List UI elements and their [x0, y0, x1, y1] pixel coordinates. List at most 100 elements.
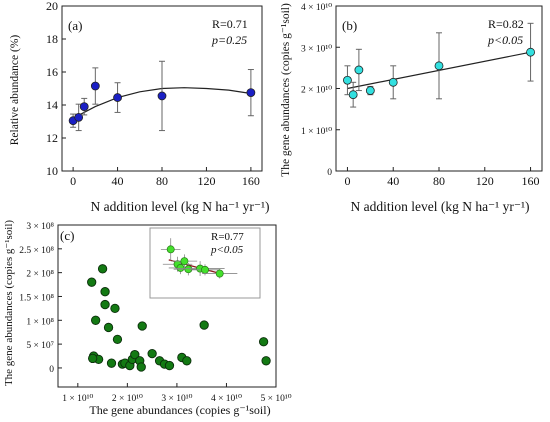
panel-c-inset: R=0.77 p<0.05: [149, 227, 261, 299]
panel-c-data-point: [106, 358, 117, 368]
panel-c-y-tick-label: 2 × 10⁸: [26, 270, 54, 280]
panel-a-x-tick-label: 40: [112, 174, 124, 188]
panel-a-label: (a): [68, 18, 82, 33]
panel-c-data-point: [88, 353, 98, 364]
panel-c-points: [87, 264, 271, 372]
inset-data-point: [176, 264, 185, 272]
panel-b-x-tick-label: 80: [433, 174, 445, 188]
panel-c-y-tick-label: 0: [49, 365, 54, 375]
panel-a-x-tick-label: 120: [197, 174, 215, 188]
panel-c-y-tick-label: 2.5 × 10⁸: [19, 246, 54, 256]
panel-b-r-value: R=0.82: [488, 17, 524, 31]
panel-c-data-point: [112, 334, 123, 345]
panel-b-x-label: N addition level (kg N ha⁻¹ yr⁻¹): [350, 199, 529, 214]
panel-c-chart: (c) 0 5 × 10⁷ 1 × 10⁸ 1.5 × 10⁸ 2 × 10⁸ 2.5 ×…: [3, 220, 292, 417]
panel-c-y-tick-label: 1.5 × 10⁸: [19, 293, 54, 303]
panel-b-p-value: p<0.05: [487, 33, 523, 47]
panel-a-points: [68, 60, 256, 132]
panel-a-y-tick-label: 18: [46, 32, 58, 46]
panel-a-data-point: [246, 88, 256, 98]
panel-c-data-point: [103, 322, 114, 333]
panel-b-y-tick-label: 1 × 10¹⁰: [301, 127, 332, 137]
panel-c-data-point: [87, 277, 97, 287]
panel-b-data-point: [354, 65, 364, 75]
panel-a-p-value: p=0.25: [211, 33, 247, 47]
inset-data-point: [215, 269, 224, 278]
panel-a-y-axis: 10 12 14 16 18 20: [46, 0, 66, 178]
panel-b-x-tick-label: 0: [344, 174, 350, 188]
panel-c-y-tick-label: 1 × 10⁸: [26, 317, 54, 327]
panel-c-data-point: [136, 362, 146, 372]
panel-c-data-point: [261, 356, 271, 366]
panel-b-y-axis: 0 1 × 10¹⁰ 2 × 10¹⁰ 3 × 10¹⁰ 4 × 10¹⁰: [301, 3, 340, 178]
inset-data-point: [180, 257, 189, 266]
panel-b-data-point: [343, 75, 352, 85]
panel-b-x-tick-label: 40: [387, 174, 399, 188]
panel-b-data-point: [526, 47, 535, 57]
panel-b-data-point: [365, 86, 375, 95]
panel-b-label: (b): [342, 18, 357, 33]
panel-b-chart: (b) R=0.82 p<0.05 0 1 × 10¹⁰ 2 × 10¹⁰ 3 × 1…: [280, 3, 543, 214]
panel-c-data-point: [91, 315, 101, 325]
inset-data-point: [166, 245, 175, 254]
panel-c-x-label: The gene abundances (copies g⁻¹soil): [89, 403, 270, 417]
panel-c-y-tick-label: 3 × 10⁸: [26, 222, 54, 232]
panel-c-data-point: [182, 356, 192, 366]
panel-a-data-point: [74, 112, 84, 122]
inset-frame: [149, 227, 261, 299]
panel-a-data-point: [157, 91, 167, 101]
panel-c-data-point: [97, 264, 108, 274]
panel-c-x-tick-label: 1 × 10¹⁰: [62, 394, 93, 404]
inset-data-point: [184, 265, 193, 274]
panel-c-x-axis: 1 × 10¹⁰ 2 × 10¹⁰ 3 × 10¹⁰ 4 × 10¹⁰ 5 × 10¹⁰: [62, 383, 292, 404]
panel-c-plot-frame: [57, 224, 277, 388]
panel-a-x-tick-label: 80: [156, 174, 168, 188]
panel-c-x-tick-label: 3 × 10¹⁰: [161, 394, 192, 404]
panel-c-x-tick-label: 2 × 10¹⁰: [112, 394, 143, 404]
panel-b-y-tick-label: 0: [327, 168, 332, 178]
panel-a-y-tick-label: 14: [46, 98, 58, 112]
panel-a-y-tick-label: 20: [46, 0, 58, 13]
inset-p-value: p<0.05: [210, 244, 244, 256]
panel-c-x-tick-label: 4 × 10¹⁰: [211, 394, 242, 404]
panel-c-data-point: [100, 299, 110, 310]
panel-c-data-point: [258, 337, 269, 347]
panel-a-y-tick-label: 10: [46, 164, 58, 178]
panel-c-data-point: [137, 321, 147, 331]
inset-data-point: [201, 265, 209, 274]
panel-a-x-axis: 0 40 80 120 160: [70, 167, 260, 188]
panel-a-data-point: [113, 93, 122, 102]
panel-a-r-value: R=0.71: [212, 17, 248, 31]
panel-b-x-tick-label: 160: [522, 174, 540, 188]
panel-b-y-tick-label: 2 × 10¹⁰: [301, 86, 332, 96]
inset-r-value: R=0.77: [211, 231, 244, 243]
panel-c-data-point: [100, 287, 110, 297]
panel-a-y-label: Relative abundance (%): [9, 35, 21, 146]
panel-b-x-axis: 0 40 80 120 160: [344, 167, 540, 188]
panel-a-x-tick-label: 160: [242, 174, 260, 188]
panel-a-data-point: [90, 81, 100, 91]
panel-c-label: (c): [60, 228, 74, 243]
panel-a-data-point: [79, 102, 89, 112]
panel-b-y-label: The gene abundances (copies g⁻¹soil): [280, 3, 292, 177]
panel-c-y-label: The gene abundances (copies g⁻¹soil): [3, 220, 15, 386]
panel-b-data-point: [434, 61, 444, 71]
panel-c-data-point: [147, 348, 157, 359]
panel-c-y-axis: 0 5 × 10⁷ 1 × 10⁸ 1.5 × 10⁸ 2 × 10⁸ 2.5 × 10⁸…: [19, 222, 62, 375]
panel-c-y-tick-label: 5 × 10⁷: [26, 341, 54, 351]
panel-b-points: [343, 22, 535, 108]
panel-b-data-point: [388, 77, 398, 87]
panel-c-data-point: [199, 320, 209, 330]
inset-points: [160, 238, 238, 279]
panel-c-data-point: [130, 349, 140, 360]
panel-b-data-point: [348, 90, 358, 100]
panel-b-y-tick-label: 4 × 10¹⁰: [301, 3, 332, 13]
panel-a-y-tick-label: 16: [46, 65, 58, 79]
panel-b-y-tick-label: 3 × 10¹⁰: [301, 44, 332, 54]
panel-c-data-point: [110, 303, 120, 314]
panel-a-y-tick-label: 12: [46, 131, 58, 145]
panel-c-x-tick-label: 5 × 10¹⁰: [260, 394, 291, 404]
panel-a-x-label: N addition level (kg N ha⁻¹ yr⁻¹): [90, 199, 269, 214]
panel-a-chart: (a) R=0.71 p=0.25 10 12 14 16 18 20 0 40 80 120 1…: [9, 0, 270, 214]
